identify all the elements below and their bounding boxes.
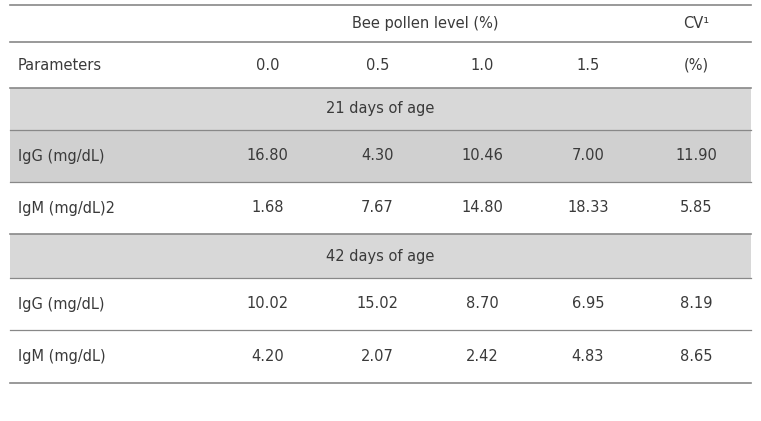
Text: 4.30: 4.30 <box>361 149 393 163</box>
Text: 2.42: 2.42 <box>466 349 499 364</box>
Text: 1.0: 1.0 <box>471 58 494 72</box>
Text: 18.33: 18.33 <box>567 200 609 216</box>
Text: 0.5: 0.5 <box>366 58 389 72</box>
Text: 7.67: 7.67 <box>361 200 394 216</box>
Bar <box>10 330 751 383</box>
Text: 1.5: 1.5 <box>576 58 600 72</box>
Text: 15.02: 15.02 <box>356 296 399 312</box>
Text: Parameters: Parameters <box>18 58 102 72</box>
Text: 4.20: 4.20 <box>251 349 284 364</box>
Bar <box>10 234 751 278</box>
Text: 11.90: 11.90 <box>675 149 717 163</box>
Text: 5.85: 5.85 <box>680 200 712 216</box>
Text: 10.46: 10.46 <box>462 149 504 163</box>
Text: CV¹: CV¹ <box>683 16 709 31</box>
Text: 8.70: 8.70 <box>466 296 499 312</box>
Text: 8.19: 8.19 <box>680 296 712 312</box>
Text: IgG (mg/dL): IgG (mg/dL) <box>18 296 104 312</box>
Text: (%): (%) <box>683 58 708 72</box>
Text: 10.02: 10.02 <box>247 296 288 312</box>
Bar <box>10 182 751 234</box>
Bar <box>10 5 751 42</box>
Text: 0.0: 0.0 <box>256 58 279 72</box>
Text: 16.80: 16.80 <box>247 149 288 163</box>
Text: IgM (mg/dL): IgM (mg/dL) <box>18 349 106 364</box>
Text: 6.95: 6.95 <box>572 296 604 312</box>
Text: 4.83: 4.83 <box>572 349 604 364</box>
Text: 7.00: 7.00 <box>572 149 604 163</box>
Bar <box>10 42 751 88</box>
Bar <box>10 88 751 130</box>
Text: 2.07: 2.07 <box>361 349 394 364</box>
Text: 42 days of age: 42 days of age <box>326 248 435 264</box>
Text: IgM (mg/dL)2: IgM (mg/dL)2 <box>18 200 115 216</box>
Text: 21 days of age: 21 days of age <box>326 101 435 117</box>
Text: IgG (mg/dL): IgG (mg/dL) <box>18 149 104 163</box>
Text: 8.65: 8.65 <box>680 349 712 364</box>
Text: 1.68: 1.68 <box>251 200 284 216</box>
Bar <box>10 130 751 182</box>
Bar <box>10 278 751 330</box>
Text: Bee pollen level (%): Bee pollen level (%) <box>352 16 498 31</box>
Text: 14.80: 14.80 <box>462 200 504 216</box>
